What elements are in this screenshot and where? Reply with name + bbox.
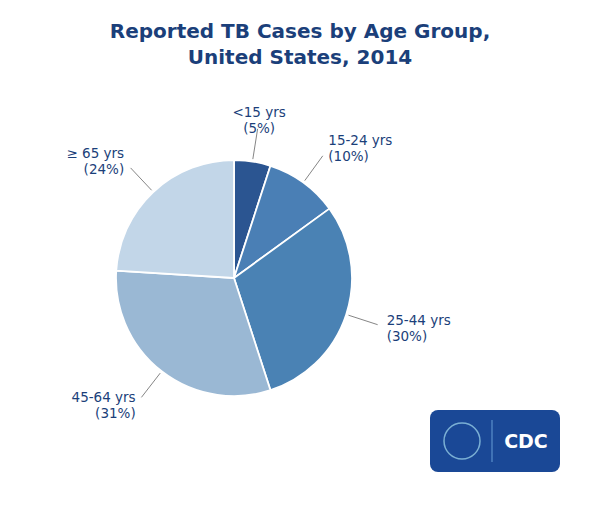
category-label: 15-24 yrs bbox=[328, 132, 392, 148]
value-label: (10%) bbox=[328, 148, 369, 164]
leader-line bbox=[141, 373, 160, 397]
chart: Reported TB Cases by Age Group,United St… bbox=[0, 0, 600, 509]
title: Reported TB Cases by Age Group,United St… bbox=[110, 19, 490, 69]
title-line: Reported TB Cases by Age Group, bbox=[110, 19, 490, 43]
leader-line bbox=[305, 156, 323, 181]
category-label: <15 yrs bbox=[232, 103, 285, 119]
leader-line bbox=[131, 168, 152, 190]
slice-label: 15-24 yrs(10%) bbox=[328, 132, 392, 164]
slice-label: 45-64 yrs(31%) bbox=[72, 389, 136, 421]
slice-label: ≥ 65 yrs(24%) bbox=[66, 145, 124, 177]
value-label: (24%) bbox=[84, 161, 125, 177]
value-label: (30%) bbox=[387, 328, 428, 344]
category-label: ≥ 65 yrs bbox=[66, 145, 124, 161]
annotation: CDC bbox=[504, 430, 548, 452]
slice-label: 25-44 yrs(30%) bbox=[387, 312, 451, 344]
value-label: (5%) bbox=[243, 119, 275, 135]
logo-box bbox=[430, 410, 560, 472]
value-label: (31%) bbox=[95, 405, 136, 421]
category-label: 25-44 yrs bbox=[387, 312, 451, 328]
logo: CDC bbox=[430, 410, 560, 472]
logo-emblem bbox=[444, 423, 480, 459]
logo-divider bbox=[491, 420, 492, 462]
labels: <15 yrs(5%) 15-24 yrs(10%) 25-44 yrs(30%) 4… bbox=[66, 103, 450, 420]
title-line: United States, 2014 bbox=[188, 45, 412, 69]
slice bbox=[116, 271, 270, 396]
slice bbox=[116, 160, 234, 278]
leader-line bbox=[348, 315, 377, 324]
pie bbox=[116, 160, 352, 396]
category-label: 45-64 yrs bbox=[72, 389, 136, 405]
slice-label: <15 yrs(5%) bbox=[232, 103, 285, 135]
